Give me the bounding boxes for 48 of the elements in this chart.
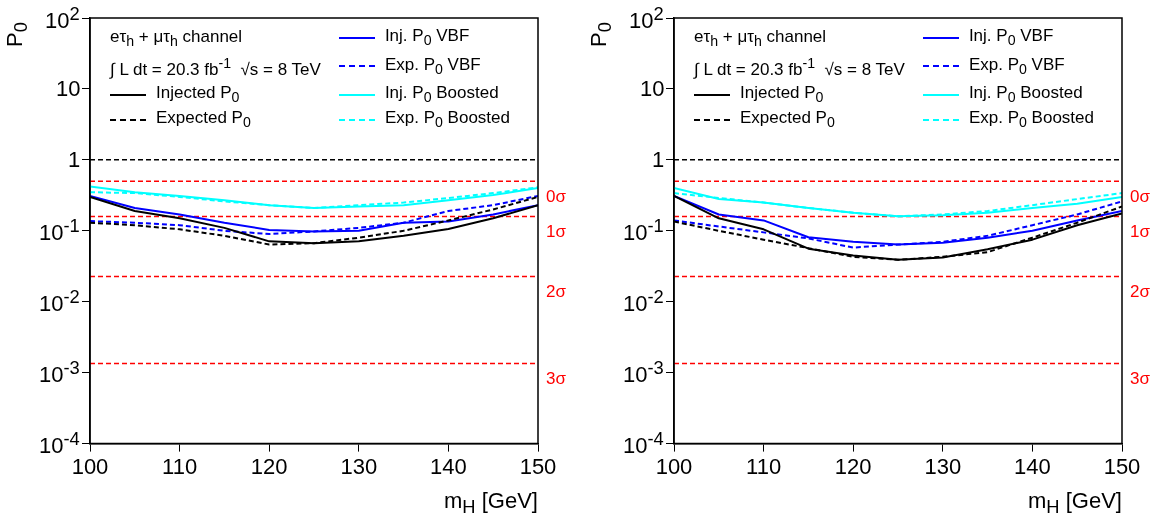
ref-line-label: 2σ (1130, 282, 1151, 302)
legend-label: Injected P$_{0}$ (740, 83, 824, 106)
legend-label: Exp. P$_{0}$ Boosted (968, 108, 1094, 131)
x-axis-title: m$_{H}$ [GeV] (1028, 488, 1122, 519)
x-axis-title: m$_{H}$ [GeV] (444, 488, 538, 519)
y-tick-label: 10$^{-2}$ (39, 286, 80, 318)
ref-line-label: 0σ (1130, 186, 1151, 206)
legend-label: Injected P$_{0}$ (156, 83, 240, 106)
y-tick-label: 10$^{-1}$ (623, 215, 664, 247)
x-tick-label: 120 (250, 453, 288, 479)
y-tick-label: 10$^{2}$ (45, 2, 80, 34)
legend-label: Expected P$_{0}$ (156, 108, 251, 131)
y-tick-label: 10 (56, 75, 81, 102)
x-tick-label: 130 (924, 453, 962, 479)
y-tick-label: 10$^{-1}$ (39, 215, 80, 247)
x-tick-label: 130 (340, 453, 378, 479)
y-tick-label: 1 (68, 146, 81, 173)
annotation: ∫ L dt = 20.3 fb$^{-1}$ √s = 8 TeV (110, 55, 321, 80)
x-tick-label: 110 (162, 453, 198, 479)
x-tick-label: 150 (1103, 453, 1141, 479)
legend-label: Inj. P$_{0}$ VBF (968, 26, 1054, 49)
annotation: ∫ L dt = 20.3 fb$^{-1}$ √s = 8 TeV (694, 55, 905, 80)
y-tick-label: 10$^{-3}$ (39, 357, 80, 389)
y-tick-label: 10$^{2}$ (629, 2, 664, 34)
legend-label: Inj. P$_{0}$ Boosted (384, 83, 499, 106)
ref-line-label: 1σ (1130, 222, 1151, 242)
legend-label: Inj. P$_{0}$ Boosted (968, 83, 1083, 106)
y-tick-label: 10$^{-2}$ (623, 286, 664, 318)
ref-line-label: 2σ (546, 282, 567, 302)
ref-line-label: 1σ (546, 222, 567, 242)
ref-line-label: 3σ (1130, 369, 1151, 389)
ref-line-label: 0σ (546, 186, 567, 206)
legend-label: Exp. P$_{0}$ VBF (968, 54, 1065, 78)
y-tick-label: 10$^{-3}$ (623, 357, 664, 389)
x-tick-label: 140 (430, 453, 467, 479)
legend-label: Exp. P$_{0}$ Boosted (384, 108, 510, 131)
ref-line-label: 3σ (546, 369, 567, 389)
y-tick-label: 10 (640, 75, 665, 102)
legend-label: Expected P$_{0}$ (740, 108, 835, 131)
y-tick-label: 1 (652, 146, 665, 173)
x-tick-label: 150 (519, 453, 557, 479)
legend-label: Exp. P$_{0}$ VBF (384, 54, 481, 78)
x-tick-label: 140 (1014, 453, 1051, 479)
legend-label: Inj. P$_{0}$ VBF (384, 26, 470, 49)
annotation: eτ$_{h}$ + μτ$_{h}$ channel (694, 27, 827, 50)
annotation: eτ$_{h}$ + μτ$_{h}$ channel (110, 27, 243, 50)
x-tick-label: 120 (834, 453, 872, 479)
x-tick-label: 110 (746, 453, 782, 479)
